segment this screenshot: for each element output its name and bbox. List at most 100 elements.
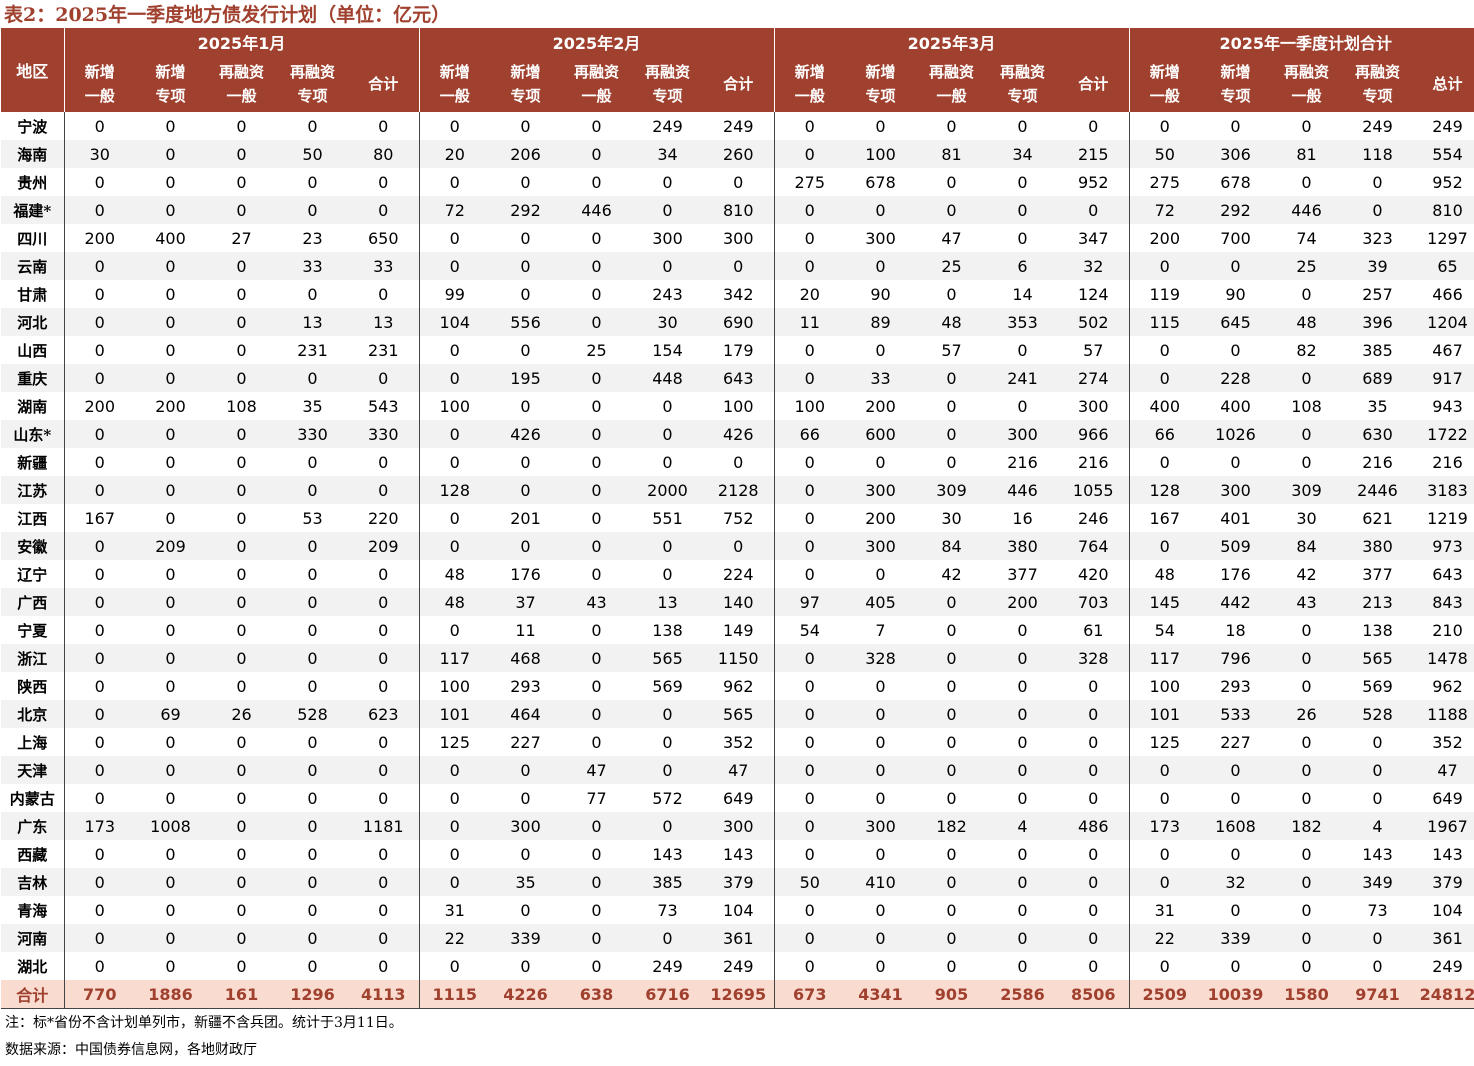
value-cell: 0 xyxy=(946,284,957,304)
value-cell: 0 xyxy=(418,364,490,392)
table-row: 辽宁 0 0 0 0 0 48 176 0 0 224 0 0 42 377 420 48 176 42 377 643 xyxy=(1,560,1474,588)
value-cell: 0 xyxy=(236,956,247,976)
value-cell: 209 xyxy=(348,532,419,560)
value-cell: 143 xyxy=(1362,844,1393,864)
value-cell: 47 xyxy=(703,756,774,784)
value-cell: 0 xyxy=(418,812,490,840)
table-row: 广东 173 1008 0 0 1181 0 300 0 0 300 0 300 182 4 486 173 16… xyxy=(1,812,1474,840)
value-cell: 100 xyxy=(845,140,916,168)
value-cell: 27 xyxy=(231,228,252,248)
value-cell: 400 xyxy=(155,228,186,248)
value-cell: 565 xyxy=(703,700,774,728)
value-cell: 0 xyxy=(520,788,531,808)
value-cell: 0 xyxy=(490,476,561,504)
total-cell: 8506 xyxy=(1058,980,1129,1009)
value-cell: 30 xyxy=(1296,508,1317,528)
value-cell: 0 xyxy=(773,140,845,168)
value-cell: 400 xyxy=(1128,392,1200,420)
value-cell: 0 xyxy=(916,868,987,896)
subcol-header-jan-5: 合计 xyxy=(348,55,419,112)
value-cell: 292 xyxy=(490,196,561,224)
value-cell: 468 xyxy=(490,644,561,672)
value-cell: 25 xyxy=(586,340,607,360)
value-cell: 37 xyxy=(490,588,561,616)
value-cell: 0 xyxy=(348,196,419,224)
value-cell: 4 xyxy=(987,812,1058,840)
value-cell: 0 xyxy=(63,252,135,280)
value-cell: 361 xyxy=(1413,924,1474,952)
value-cell: 0 xyxy=(987,700,1058,728)
value-cell: 810 xyxy=(1413,196,1474,224)
value-cell: 309 xyxy=(916,476,987,504)
value-cell: 0 xyxy=(206,532,277,560)
value-cell: 0 xyxy=(63,476,135,504)
table-row: 重庆 0 0 0 0 0 0 195 0 448 643 0 33 0 241 274 0 228 0 689 917 xyxy=(1,364,1474,392)
value-cell: 0 xyxy=(206,588,277,616)
header-subcolumn-row: 新增 一般 新增 专项 再融资 一般 再融资 专项 合计 新增 一般 新增 专项 再融资 一般 再融资 专项 合计… xyxy=(1,55,1474,112)
value-cell: 215 xyxy=(1058,140,1129,168)
value-cell: 216 xyxy=(1077,452,1109,472)
value-cell: 1478 xyxy=(1413,644,1474,672)
value-cell: 0 xyxy=(520,844,531,864)
value-cell: 0 xyxy=(63,560,135,588)
value-cell: 0 xyxy=(916,588,987,616)
value-cell: 0 xyxy=(378,732,389,752)
value-cell: 0 xyxy=(277,196,348,224)
value-cell: 0 xyxy=(63,868,135,896)
value-cell: 396 xyxy=(1342,308,1413,336)
value-cell: 569 xyxy=(652,676,683,696)
value-cell: 643 xyxy=(703,364,774,392)
value-cell: 0 xyxy=(418,616,490,644)
value-cell: 0 xyxy=(1230,788,1241,808)
value-cell: 108 xyxy=(226,396,257,416)
value-cell: 0 xyxy=(307,956,318,976)
value-cell: 0 xyxy=(946,956,957,976)
table-row: 天津 0 0 0 0 0 0 0 47 0 47 0 0 0 0 0 0 0 0 0 47 xyxy=(1,756,1474,784)
value-cell: 154 xyxy=(652,340,683,360)
total-row: 合计 770 1886 161 1296 4113 1115 4226 638 6716 12695… xyxy=(1,980,1474,1009)
table-row: 江西 167 0 0 53 220 0 201 0 551 752 0 200 30 16 246 167 401… xyxy=(1,504,1474,532)
value-cell: 0 xyxy=(135,252,206,280)
value-cell: 99 xyxy=(418,280,490,308)
subcol-header-mar-3: 再融资 一般 xyxy=(916,55,987,112)
value-cell: 300 xyxy=(490,812,561,840)
value-cell: 0 xyxy=(277,476,348,504)
value-cell: 0 xyxy=(307,116,318,136)
value-cell: 0 xyxy=(135,924,206,952)
value-cell: 260 xyxy=(703,140,774,168)
value-cell: 0 xyxy=(236,452,247,472)
value-cell: 1055 xyxy=(1058,476,1129,504)
value-cell: 0 xyxy=(875,956,886,976)
value-cell: 401 xyxy=(1220,508,1251,528)
group-header-feb: 2025年2月 xyxy=(418,28,774,55)
value-cell: 104 xyxy=(418,308,490,336)
value-cell: 0 xyxy=(206,420,277,448)
value-cell: 0 xyxy=(165,508,176,528)
value-cell: 47 xyxy=(1413,756,1474,784)
value-cell: 0 xyxy=(135,588,206,616)
value-cell: 124 xyxy=(1077,284,1109,304)
value-cell: 249 xyxy=(722,116,754,136)
value-cell: 0 xyxy=(946,396,957,416)
value-cell: 0 xyxy=(63,728,135,756)
value-cell: 0 xyxy=(773,476,845,504)
value-cell: 0 xyxy=(236,284,247,304)
table-row: 内蒙古 0 0 0 0 0 0 0 77 572 649 0 0 0 0 0 0 0 0 0 649 xyxy=(1,784,1474,812)
value-cell: 377 xyxy=(1007,564,1038,584)
value-cell: 26 xyxy=(1271,700,1342,728)
total-cell: 2509 xyxy=(1128,980,1200,1009)
value-cell: 0 xyxy=(277,812,348,840)
value-cell: 361 xyxy=(703,924,774,952)
value-cell: 0 xyxy=(348,476,419,504)
value-cell: 0 xyxy=(165,564,176,584)
value-cell: 0 xyxy=(1230,452,1241,472)
value-cell: 48 xyxy=(418,560,490,588)
value-cell: 0 xyxy=(277,364,348,392)
value-cell: 0 xyxy=(946,172,957,192)
value-cell: 952 xyxy=(1432,172,1463,192)
subcol-header-mar-5: 合计 xyxy=(1058,55,1129,112)
value-cell: 0 xyxy=(520,340,531,360)
value-cell: 0 xyxy=(946,732,957,752)
value-cell: 426 xyxy=(490,420,561,448)
subcol-header-feb-3: 再融资 一般 xyxy=(561,55,632,112)
